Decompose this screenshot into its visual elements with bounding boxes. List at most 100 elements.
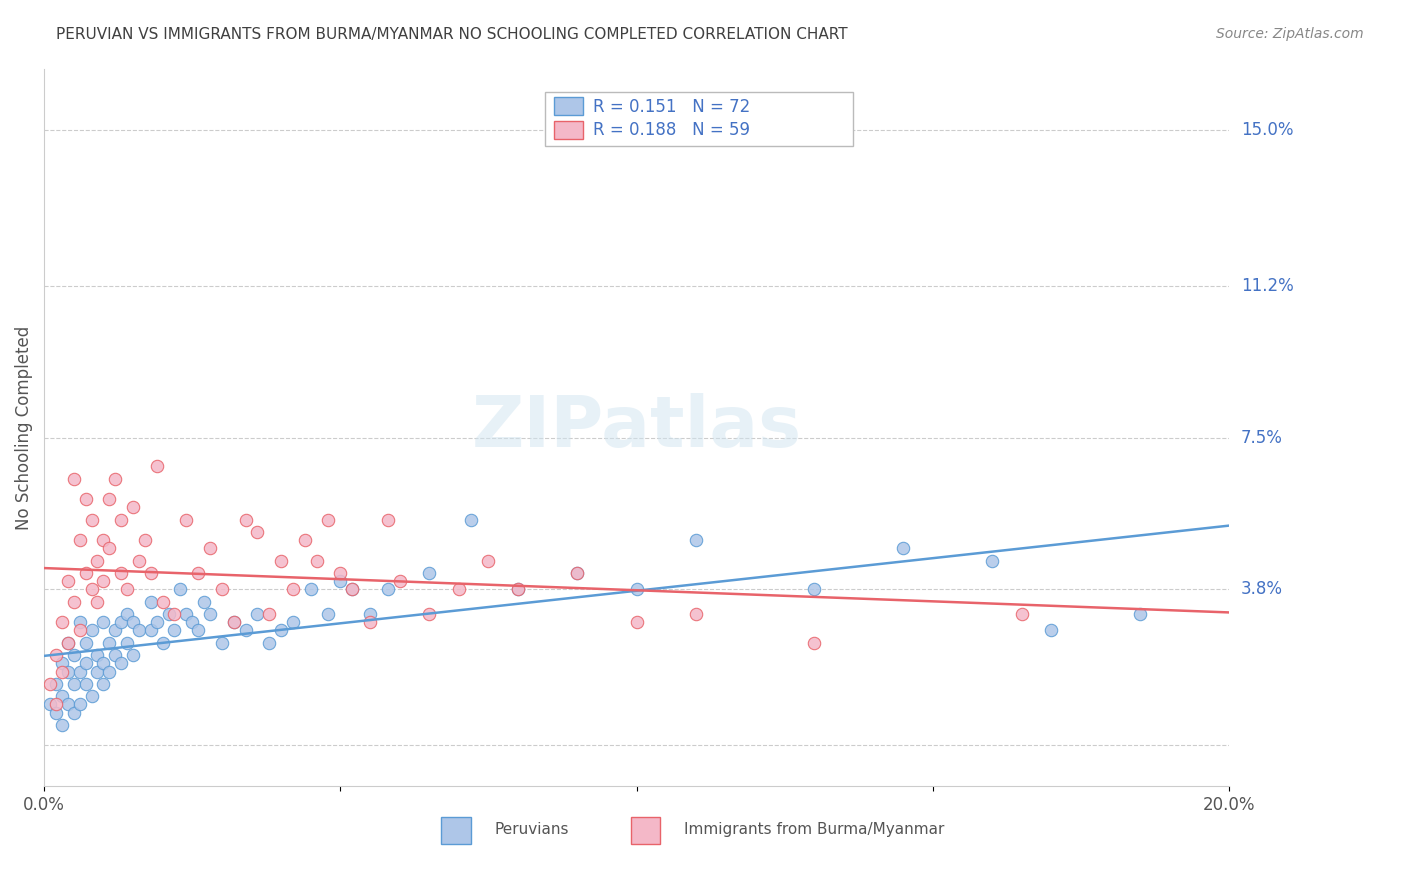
Point bbox=[122, 615, 145, 630]
Point bbox=[152, 636, 174, 650]
Point bbox=[163, 624, 186, 638]
Point bbox=[246, 524, 269, 539]
Point bbox=[246, 607, 269, 621]
Point bbox=[270, 554, 292, 568]
Point bbox=[1011, 607, 1033, 621]
Point bbox=[145, 615, 167, 630]
Point bbox=[270, 624, 292, 638]
Point bbox=[80, 624, 103, 638]
Point bbox=[157, 607, 180, 621]
Point bbox=[377, 513, 399, 527]
Point bbox=[891, 541, 914, 556]
Point bbox=[51, 718, 73, 732]
Point bbox=[187, 566, 209, 580]
Point bbox=[69, 624, 91, 638]
Point bbox=[477, 554, 499, 568]
Point bbox=[39, 677, 62, 691]
Point bbox=[110, 513, 132, 527]
Point bbox=[222, 615, 245, 630]
Point bbox=[211, 582, 233, 597]
Text: 7.5%: 7.5% bbox=[1240, 429, 1282, 447]
Point bbox=[104, 624, 127, 638]
Point bbox=[56, 636, 79, 650]
Point bbox=[305, 554, 328, 568]
Point bbox=[62, 472, 84, 486]
Point bbox=[110, 566, 132, 580]
Point bbox=[359, 607, 381, 621]
FancyBboxPatch shape bbox=[554, 97, 583, 115]
Point bbox=[56, 698, 79, 712]
Point bbox=[803, 582, 825, 597]
Point bbox=[122, 648, 145, 662]
Point bbox=[134, 533, 156, 548]
Point bbox=[685, 533, 707, 548]
Point bbox=[51, 615, 73, 630]
Point bbox=[62, 706, 84, 720]
Point bbox=[299, 582, 322, 597]
Point bbox=[388, 574, 411, 589]
Point bbox=[198, 541, 221, 556]
Point bbox=[93, 615, 115, 630]
Point bbox=[104, 472, 127, 486]
Point bbox=[56, 665, 79, 679]
Point bbox=[139, 566, 162, 580]
FancyBboxPatch shape bbox=[631, 816, 661, 844]
Point bbox=[418, 566, 440, 580]
Point bbox=[80, 513, 103, 527]
Text: 11.2%: 11.2% bbox=[1240, 277, 1294, 295]
Point bbox=[318, 607, 340, 621]
Point bbox=[86, 595, 108, 609]
Point bbox=[235, 513, 257, 527]
Point bbox=[506, 582, 529, 597]
Point bbox=[62, 595, 84, 609]
Text: R = 0.151   N = 72: R = 0.151 N = 72 bbox=[593, 97, 749, 116]
Point bbox=[110, 657, 132, 671]
Point bbox=[93, 677, 115, 691]
Point bbox=[115, 582, 138, 597]
Point bbox=[80, 689, 103, 703]
Point bbox=[80, 582, 103, 597]
Point bbox=[169, 582, 191, 597]
Point bbox=[75, 657, 97, 671]
Point bbox=[75, 566, 97, 580]
Point bbox=[329, 566, 352, 580]
Point bbox=[193, 595, 215, 609]
Point bbox=[294, 533, 316, 548]
FancyBboxPatch shape bbox=[441, 816, 471, 844]
Point bbox=[128, 554, 150, 568]
Point bbox=[418, 607, 440, 621]
Point bbox=[51, 689, 73, 703]
Point bbox=[685, 607, 707, 621]
Point bbox=[257, 636, 280, 650]
Point bbox=[93, 657, 115, 671]
Point bbox=[340, 582, 363, 597]
Point bbox=[152, 595, 174, 609]
Point bbox=[51, 665, 73, 679]
Point bbox=[93, 533, 115, 548]
Text: 15.0%: 15.0% bbox=[1240, 121, 1294, 139]
Point bbox=[115, 607, 138, 621]
Point bbox=[460, 513, 482, 527]
Text: Source: ZipAtlas.com: Source: ZipAtlas.com bbox=[1216, 27, 1364, 41]
Point bbox=[62, 648, 84, 662]
Point bbox=[56, 574, 79, 589]
Point bbox=[329, 574, 352, 589]
Point bbox=[567, 566, 589, 580]
Point bbox=[377, 582, 399, 597]
Point bbox=[174, 607, 197, 621]
Point bbox=[198, 607, 221, 621]
Point bbox=[69, 698, 91, 712]
Y-axis label: No Schooling Completed: No Schooling Completed bbox=[15, 326, 32, 530]
Text: PERUVIAN VS IMMIGRANTS FROM BURMA/MYANMAR NO SCHOOLING COMPLETED CORRELATION CHA: PERUVIAN VS IMMIGRANTS FROM BURMA/MYANMA… bbox=[56, 27, 848, 42]
Point bbox=[1040, 624, 1063, 638]
Point bbox=[93, 574, 115, 589]
Point bbox=[567, 566, 589, 580]
Point bbox=[45, 648, 67, 662]
Text: Peruvians: Peruvians bbox=[495, 822, 569, 837]
Point bbox=[139, 624, 162, 638]
Point bbox=[69, 533, 91, 548]
Point bbox=[163, 607, 186, 621]
Point bbox=[69, 665, 91, 679]
Text: Immigrants from Burma/Myanmar: Immigrants from Burma/Myanmar bbox=[683, 822, 945, 837]
Point bbox=[75, 636, 97, 650]
